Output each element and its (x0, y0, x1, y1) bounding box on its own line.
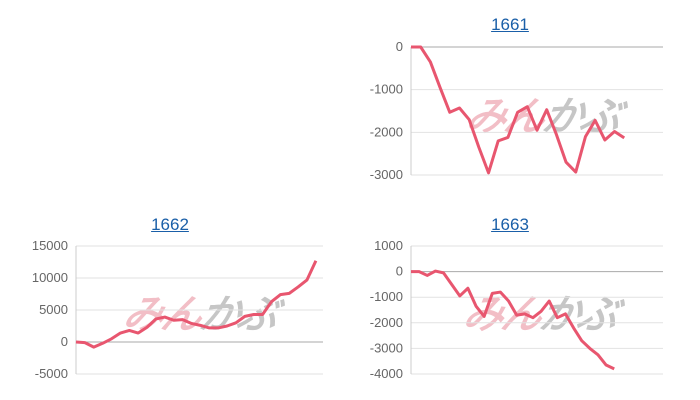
line-chart: 15000 10000 5000 0 -5000 (32, 238, 323, 381)
y-tick-label: -1000 (370, 82, 403, 97)
y-tick-label: -5000 (35, 366, 68, 381)
y-tick-label: -2000 (370, 315, 403, 330)
y-tick-label: -1000 (370, 289, 403, 304)
series-line (411, 269, 615, 371)
y-tick-label: -2000 (370, 124, 403, 139)
y-tick-label: 0 (396, 264, 403, 279)
y-tick-label: 0 (61, 334, 68, 349)
line-chart: 1000 0 -1000 -2000 -3000 -4000 (370, 238, 663, 381)
y-tick-label: -3000 (370, 167, 403, 182)
series-line (75, 260, 318, 349)
chart-1663: 1663 みんかぶ 1000 0 -1000 -2000 -3000 -4000 (340, 210, 680, 400)
y-tick-label: 10000 (32, 270, 68, 285)
chart-1661: 1661 みんかぶ 0 -1000 -2000 -3000 (340, 10, 680, 200)
chart-title-link[interactable]: 1662 (151, 215, 189, 234)
chart-title-link[interactable]: 1663 (491, 215, 529, 234)
y-tick-label: -3000 (370, 340, 403, 355)
chart-1662: 1662 みんかぶ 15000 10000 5000 0 -5000 (0, 210, 340, 400)
y-tick-label: 1000 (374, 238, 403, 253)
y-tick-label: -4000 (370, 366, 403, 381)
y-tick-label: 15000 (32, 238, 68, 253)
line-chart: 0 -1000 -2000 -3000 (370, 39, 663, 182)
y-tick-label: 5000 (39, 302, 68, 317)
y-tick-label: 0 (396, 39, 403, 54)
chart-title-link[interactable]: 1661 (491, 15, 529, 34)
series-line (411, 45, 626, 175)
